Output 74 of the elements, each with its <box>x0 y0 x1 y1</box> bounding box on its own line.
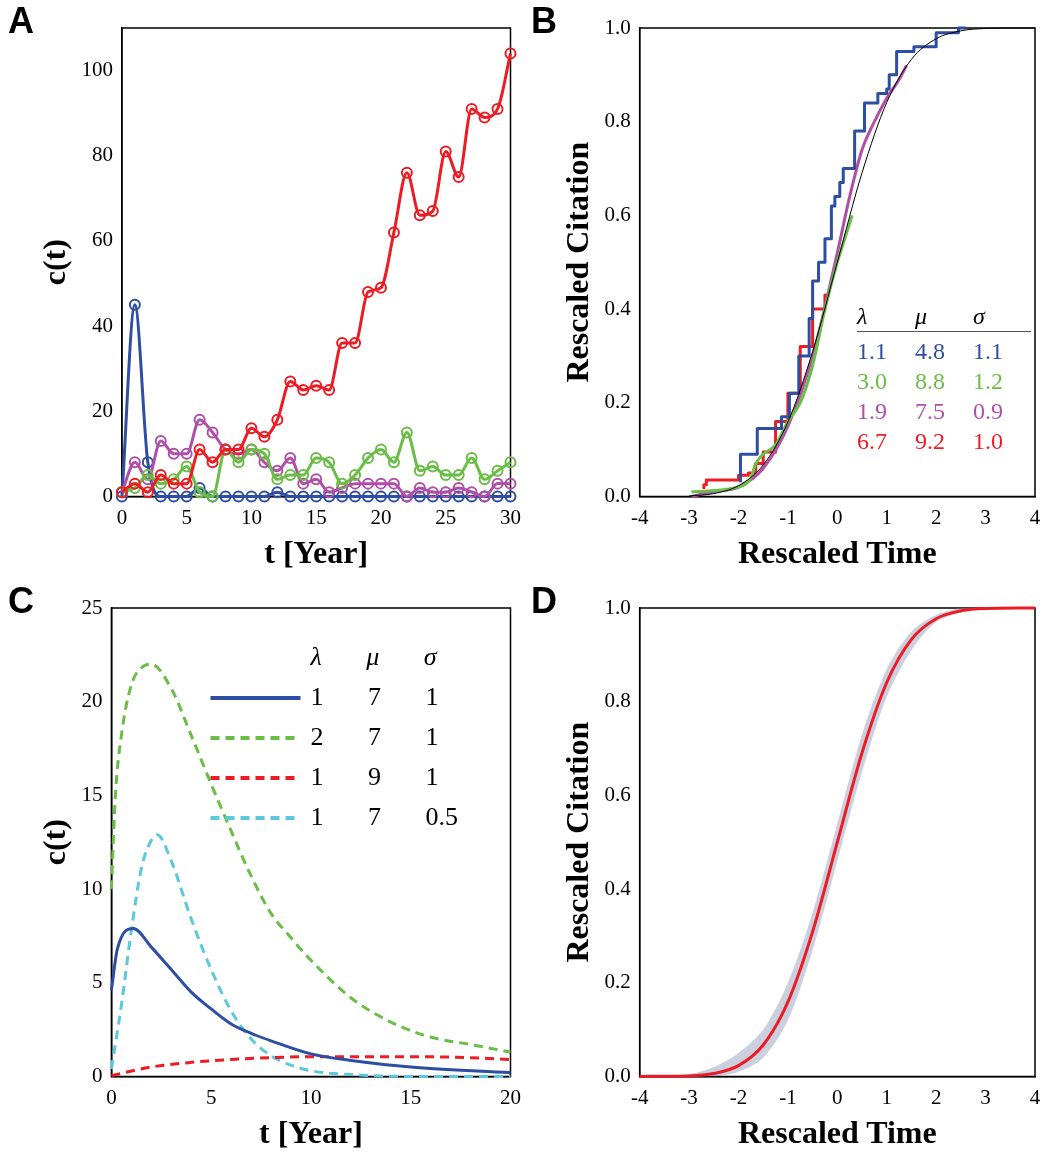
y-tick-label: 80 <box>91 142 113 167</box>
x-tick-label: -4 <box>630 1084 649 1109</box>
y-tick-label: 60 <box>91 227 113 252</box>
legend-label: 1 7 1 <box>310 681 439 711</box>
x-tick-label: -1 <box>779 1084 797 1109</box>
x-tick-label: 3 <box>980 1084 991 1109</box>
x-tick-label: -3 <box>680 1084 698 1109</box>
text: 6.7 9.2 1.0 <box>857 427 1004 455</box>
x-tick-label: 2 <box>930 1084 942 1109</box>
x-tick-label: 5 <box>181 504 192 529</box>
y-tick-label: 0.0 <box>604 482 631 507</box>
x-tick-label: -2 <box>729 504 748 529</box>
x-tick-label: -3 <box>680 504 698 529</box>
x-tick-label: 3 <box>980 504 991 529</box>
x-tick-label: 2 <box>930 504 942 529</box>
legend-label: 2 7 1 <box>310 721 439 751</box>
y-axis-title: Rescaled Citation <box>559 721 596 963</box>
y-tick-label: 1.0 <box>604 14 631 39</box>
legend-label: 1 9 1 <box>310 761 439 791</box>
x-tick-label: 20 <box>500 1084 521 1109</box>
y-tick-label: 1.0 <box>604 594 631 619</box>
x-tick-label: 15 <box>400 1084 422 1109</box>
x-tick-label: 20 <box>370 504 392 529</box>
x-tick-label: 5 <box>205 1084 217 1109</box>
y-tick-label: 100 <box>81 57 113 82</box>
x-tick-label: 10 <box>240 504 262 529</box>
series-label: 3.0 8.8 1.2 <box>857 367 1004 395</box>
x-tick-label: 30 <box>500 504 521 529</box>
y-tick-label: 0.8 <box>604 108 631 133</box>
y-axis-title: c(t) <box>36 239 73 286</box>
y-tick-label: 40 <box>91 312 113 337</box>
y-tick-label: 0 <box>102 482 113 507</box>
y-tick-label: 25 <box>81 594 103 619</box>
y-tick-label: 0.6 <box>604 781 631 806</box>
y-tick-label: 0.4 <box>604 875 632 900</box>
x-tick-label: -4 <box>630 504 649 529</box>
y-tick-label: 0.8 <box>604 688 631 713</box>
x-tick-label: 4 <box>1029 1084 1041 1109</box>
x-tick-label: 25 <box>435 504 457 529</box>
chart-title: B <box>531 0 557 42</box>
y-tick-label: 20 <box>91 397 113 422</box>
legend-label: 1 7 0.5 <box>310 801 458 831</box>
text: 1.9 7.5 0.9 <box>857 397 1004 425</box>
x-tick-label: 4 <box>1029 504 1041 529</box>
text: λ μ σ <box>857 302 985 329</box>
chart-title: A <box>8 0 34 42</box>
x-tick-label: 15 <box>305 504 327 529</box>
y-tick-label: 0.6 <box>604 201 631 226</box>
x-tick-label: 10 <box>300 1084 322 1109</box>
y-tick-label: 10 <box>81 875 103 900</box>
x-axis-title: Rescaled Time <box>737 534 937 571</box>
y-tick-label: 0 <box>91 1062 103 1087</box>
y-tick-label: 0.0 <box>604 1062 631 1087</box>
y-tick-label: 20 <box>81 688 103 713</box>
x-tick-label: -1 <box>779 504 797 529</box>
y-tick-label: 0.2 <box>604 969 631 994</box>
y-tick-label: 5 <box>91 969 103 994</box>
x-axis-title: Rescaled Time <box>737 1114 937 1151</box>
y-tick-label: 0.2 <box>604 389 631 414</box>
x-axis-title: t [Year] <box>264 534 369 571</box>
x-tick-label: -2 <box>729 1084 748 1109</box>
y-axis-title: c(t) <box>36 819 73 866</box>
chart-title: C <box>8 580 34 622</box>
x-tick-label: 1 <box>881 1084 892 1109</box>
y-tick-label: 0.4 <box>604 295 632 320</box>
x-tick-label: 1 <box>881 504 892 529</box>
x-tick-label: 0 <box>832 1084 843 1109</box>
legend-title: λ μ σ <box>309 641 438 671</box>
chart-title: D <box>531 580 557 622</box>
x-tick-label: 0 <box>832 504 843 529</box>
y-tick-label: 15 <box>81 781 103 806</box>
series-label: 1.1 4.8 1.1 <box>857 337 1004 365</box>
y-axis-title: Rescaled Citation <box>559 141 596 383</box>
x-axis-title: t [Year] <box>258 1114 363 1151</box>
